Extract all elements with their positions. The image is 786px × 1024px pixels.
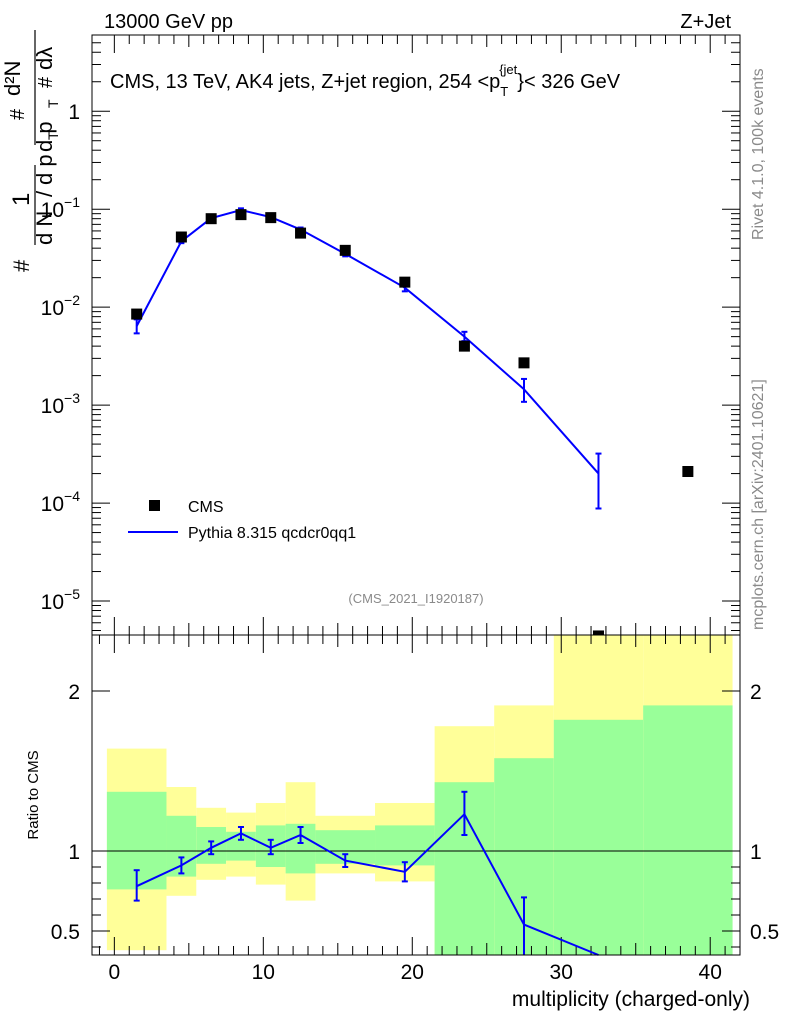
ylabel-slash: / <box>32 190 57 197</box>
legend: CMS Pythia 8.315 qcdcr0qq1 <box>128 499 356 542</box>
ylabel-d2N: d²N <box>0 61 25 96</box>
mcplots-label: mcplots.cern.ch [arXiv:2401.10621] <box>750 379 767 630</box>
svg-text:#: # <box>9 259 34 272</box>
cms-data-point <box>399 276 411 288</box>
svg-text:d p: d p <box>32 154 57 185</box>
cms-data-point <box>682 466 694 478</box>
main-axis-ticks <box>92 34 740 635</box>
ratio-uncertainty-bands <box>106 635 733 955</box>
ratio-green-band <box>375 825 435 866</box>
ratio-green-band <box>643 705 733 955</box>
svg-text:dλ: dλ <box>32 47 57 70</box>
svg-text:d p: d p <box>32 121 57 152</box>
x-axis-label: multiplicity (charged-only) <box>512 988 750 1011</box>
cms-data-point <box>131 308 143 320</box>
svg-text:/: / <box>32 190 57 197</box>
ylabel-hash1: # <box>9 259 34 272</box>
legend-cms-marker <box>149 500 160 511</box>
main-y-tick-labels: 1 10−1 10−2 10−3 10−4 10−5 <box>41 101 81 614</box>
cms-data-point <box>205 213 217 225</box>
legend-cms-label: CMS <box>188 499 224 516</box>
ratio-axis-ticks <box>92 635 740 955</box>
analysis-id: (CMS_2021_I1920187) <box>348 591 483 606</box>
ratio-y-tick-label: 1 <box>68 841 80 864</box>
ratio-y-tick-label: 2 <box>68 681 80 704</box>
ratio-error-bars <box>133 790 527 955</box>
legend-mc-label: Pythia 8.315 qcdcr0qq1 <box>188 525 356 542</box>
cms-data-point <box>175 231 187 243</box>
ratio-y-tick-labels: 0.5 0.5 1 1 2 2 <box>51 681 779 944</box>
ratio-x-tick-labels: 0 10 20 30 40 <box>109 961 722 984</box>
title-tail: }< 326 GeV <box>517 71 621 93</box>
ylabel-T: T <box>45 131 61 140</box>
svg-text:#: # <box>7 108 29 120</box>
cms-data-point <box>295 227 307 239</box>
ylabel-T2: T <box>45 99 61 108</box>
main-panel: 1 10−1 10−2 10−3 10−4 10−5 CMS, 13 TeV, AK4 j… <box>0 30 741 642</box>
main-y-tick-label: 10−1 <box>41 194 81 222</box>
x-tick-label: 40 <box>699 961 722 984</box>
main-y-tick-label: 10−4 <box>41 488 81 516</box>
x-tick-label: 0 <box>109 961 121 984</box>
ylabel-dpT2: d p <box>32 121 57 152</box>
ratio-green-band <box>553 719 644 955</box>
main-panel-background <box>92 35 740 635</box>
cms-data-point <box>265 212 277 224</box>
svg-text:d N: d N <box>32 211 57 245</box>
svg-text:T: T <box>45 99 61 108</box>
ratio-y-tick-label-right: 1 <box>750 841 762 864</box>
ratio-panel-frame <box>91 634 741 956</box>
energy-label: 13000 GeV pp <box>104 11 233 33</box>
main-y-axis-label: # 1 d N / d p T # d²N <box>0 30 61 272</box>
ratio-y-tick-label: 0.5 <box>51 921 80 944</box>
main-y-tick-label: 10−2 <box>41 292 81 320</box>
ylabel-dN: d N <box>32 211 57 245</box>
ylabel-dlambda: dλ <box>32 47 57 70</box>
title-main: CMS, 13 TeV, AK4 jets, Z+jet region, 254… <box>110 71 500 93</box>
x-tick-label: 20 <box>401 961 424 984</box>
process-label: Z+Jet <box>680 11 731 33</box>
ylabel-hash2: # <box>7 108 29 120</box>
ylabel-dp: d p <box>32 154 57 185</box>
x-tick-label: 10 <box>252 961 275 984</box>
svg-text:1: 1 <box>8 193 35 206</box>
ratio-y-axis-label: Ratio to CMS <box>25 750 42 839</box>
ratio-panel: 0.5 0.5 1 1 2 2 0 10 20 30 40 Ratio to CMS multip… <box>25 634 779 1011</box>
title-sub: T <box>500 84 508 99</box>
x-tick-label: 30 <box>550 961 573 984</box>
cms-data-point <box>235 209 247 221</box>
main-y-tick-label: 10−3 <box>41 390 81 418</box>
rivet-label: Rivet 4.1.0, 100k events <box>750 68 767 240</box>
svg-text:T: T <box>45 131 61 140</box>
svg-text:d²N: d²N <box>0 61 25 96</box>
cms-data-point <box>518 357 530 369</box>
ylabel-one: 1 <box>8 193 35 206</box>
ratio-y-tick-label-right: 2 <box>750 681 762 704</box>
cms-data-point <box>339 244 351 256</box>
cms-data-point <box>458 340 470 352</box>
main-y-tick-label: 1 <box>68 101 80 124</box>
title-sup: {jet <box>499 62 517 77</box>
ratio-y-tick-label-right: 0.5 <box>750 921 779 944</box>
main-title: CMS, 13 TeV, AK4 jets, Z+jet region, 254… <box>110 62 621 99</box>
svg-text:#: # <box>35 76 57 88</box>
ylabel-hash3: # <box>35 76 57 88</box>
main-y-tick-label: 10−5 <box>41 586 81 614</box>
